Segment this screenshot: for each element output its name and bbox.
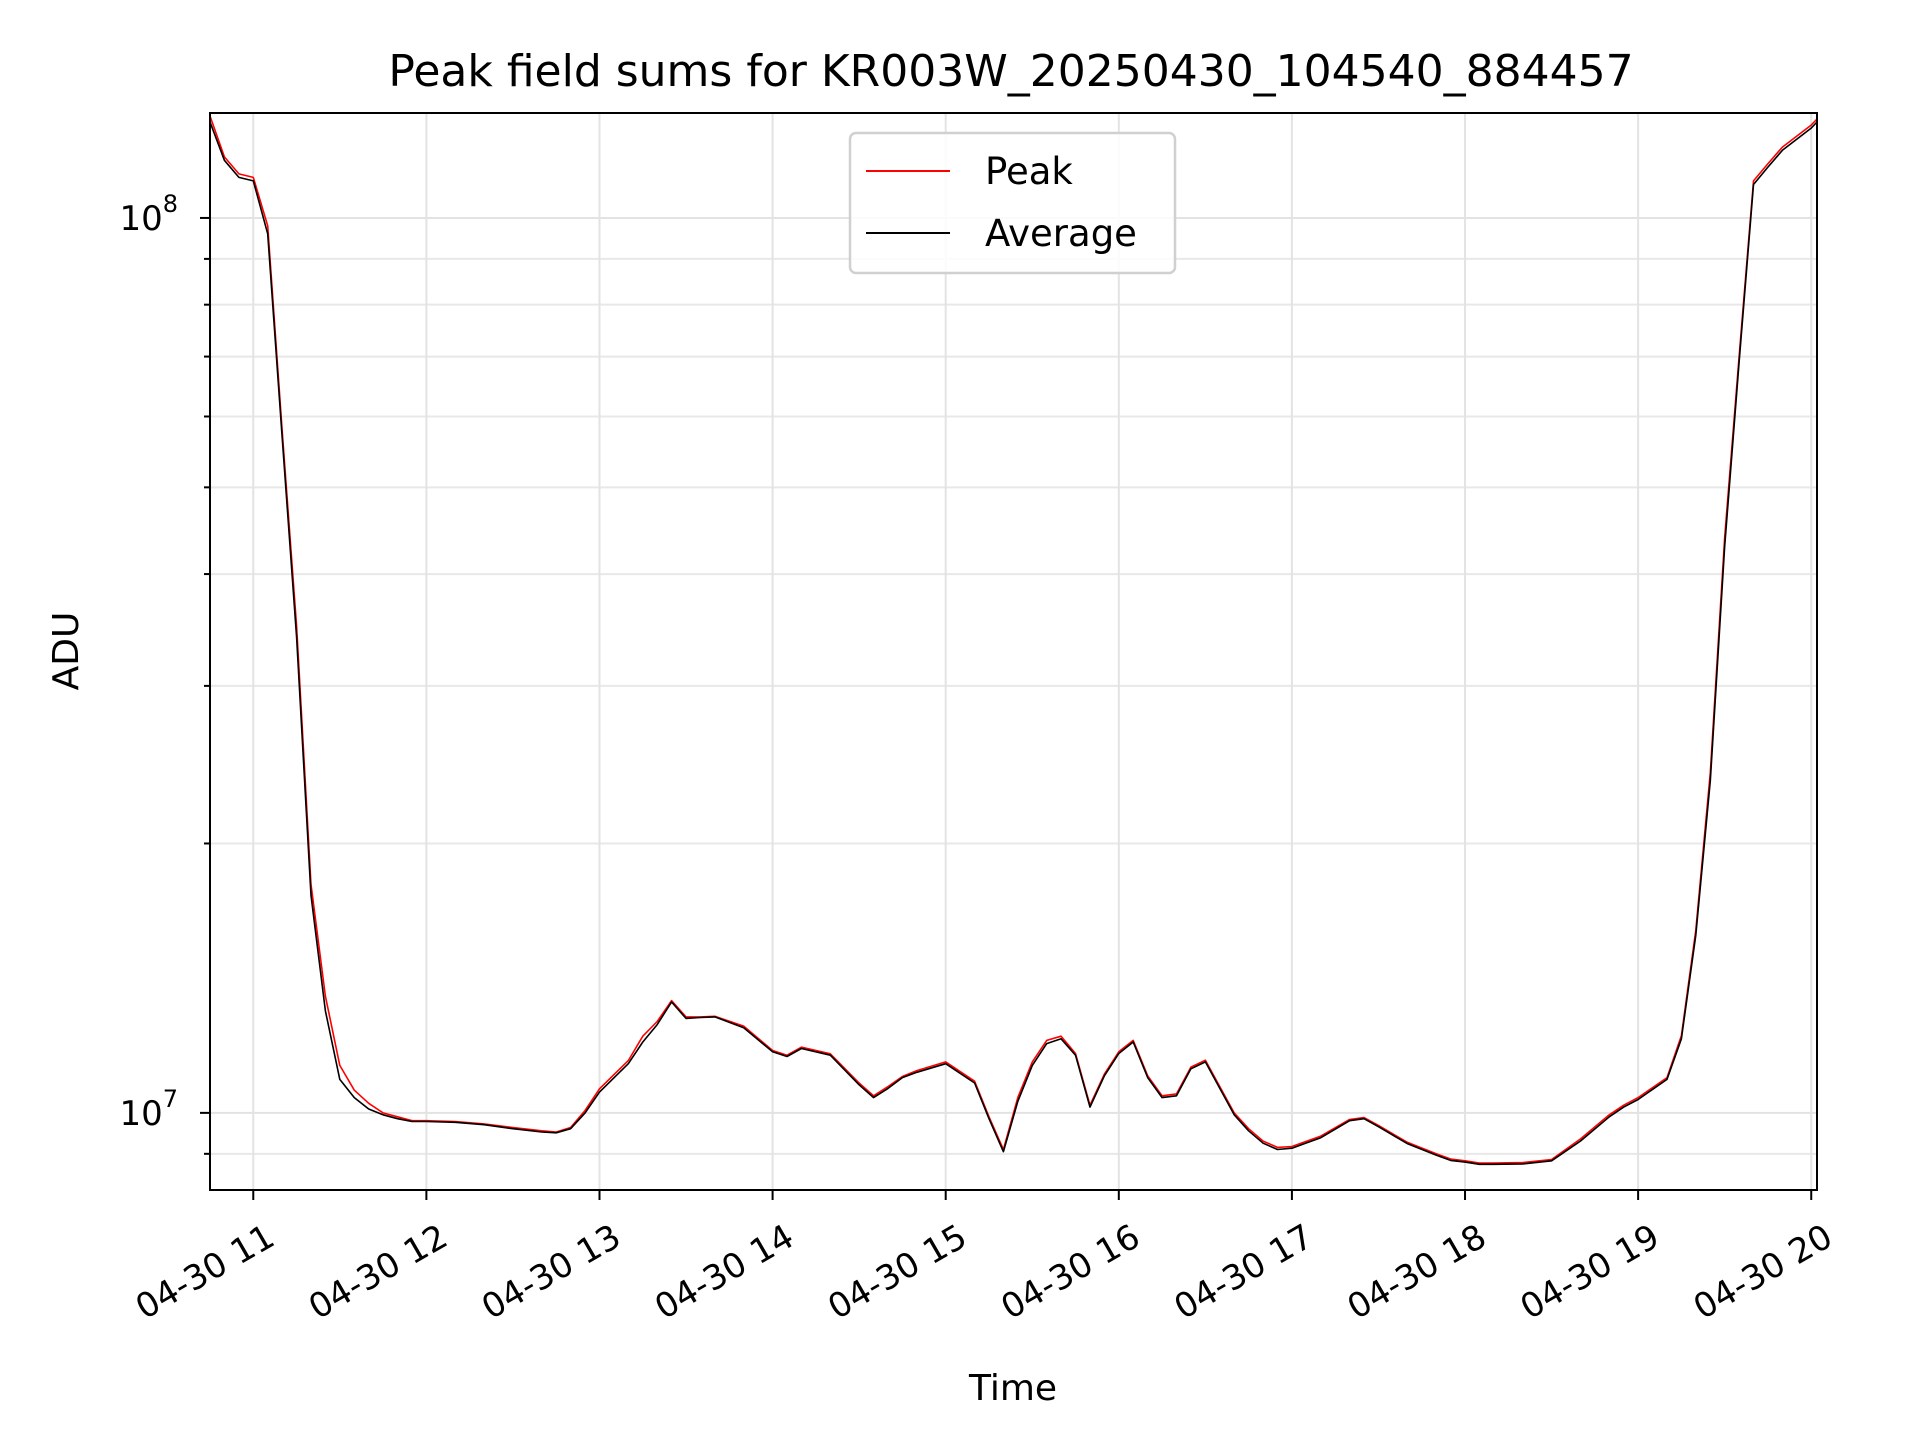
axes-frame bbox=[209, 112, 1818, 1191]
x-tick-label: 04-30 18 bbox=[1341, 1217, 1493, 1328]
x-tick-label: 04-30 11 bbox=[129, 1217, 281, 1328]
grid bbox=[210, 113, 1817, 1190]
x-axis: 04-30 11 04-30 12 04-30 13 04-30 14 04-30 15… bbox=[129, 1190, 1839, 1328]
x-tick-label: 04-30 15 bbox=[821, 1217, 973, 1328]
x-tick-label: 04-30 12 bbox=[302, 1217, 454, 1328]
x-tick-label: 04-30 19 bbox=[1514, 1217, 1666, 1328]
x-tick-label: 04-30 20 bbox=[1687, 1217, 1839, 1328]
x-tick-label: 04-30 17 bbox=[1168, 1217, 1320, 1328]
x-axis-label: Time bbox=[968, 1368, 1057, 1409]
y-tick-label: 107 bbox=[119, 1085, 178, 1134]
chart-title: Peak field sums for KR003W_20250430_1045… bbox=[388, 46, 1633, 97]
x-tick-label: 04-30 14 bbox=[648, 1217, 800, 1328]
series-line-average bbox=[209, 121, 1818, 1166]
legend-label-peak: Peak bbox=[985, 150, 1073, 193]
x-tick-label: 04-30 13 bbox=[475, 1217, 627, 1328]
legend-label-average: Average bbox=[985, 212, 1137, 255]
plot-area bbox=[209, 115, 1818, 1166]
x-tick-label: 04-30 16 bbox=[995, 1217, 1147, 1328]
legend-box bbox=[848, 131, 1177, 275]
y-axis-label: ADU bbox=[46, 612, 87, 691]
legend: Peak Average bbox=[848, 131, 1177, 275]
y-tick-label: 108 bbox=[119, 190, 178, 239]
y-axis: 107 108 bbox=[119, 190, 210, 1155]
